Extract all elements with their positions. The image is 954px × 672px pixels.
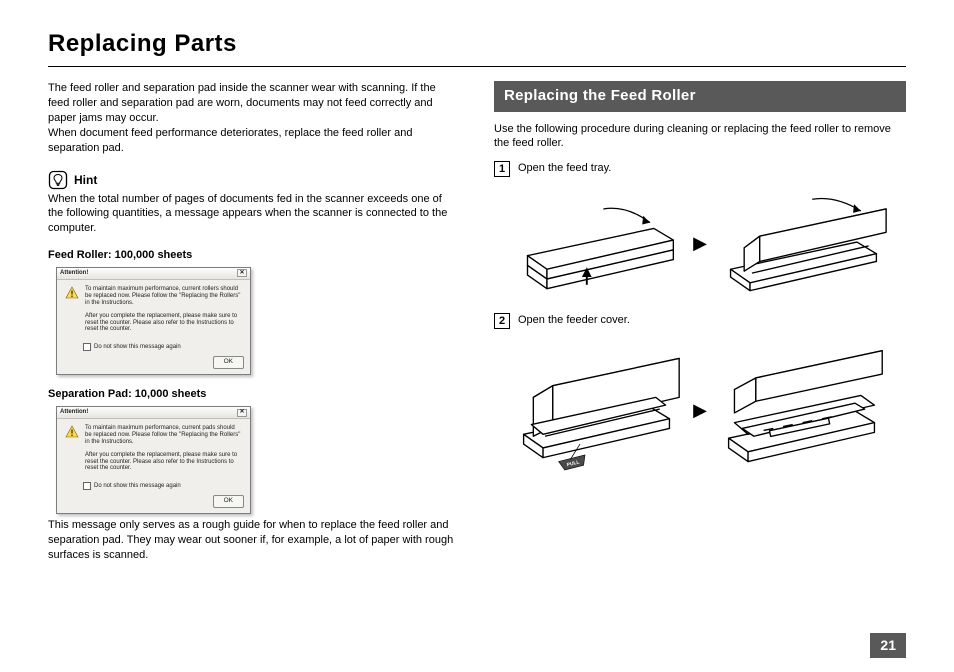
step-2-text: Open the feeder cover. bbox=[518, 313, 630, 329]
dialog-msg-b: After you complete the replacement, plea… bbox=[85, 452, 242, 473]
dialog-checkbox-row: Do not show this message again bbox=[57, 480, 250, 492]
dialog-title-text: Attention! bbox=[60, 269, 88, 277]
warning-icon bbox=[65, 425, 79, 439]
left-column: The feed roller and separation pad insid… bbox=[48, 81, 460, 562]
page-footer: 21 bbox=[870, 633, 906, 658]
close-icon[interactable]: ✕ bbox=[237, 269, 247, 277]
dialog-title-text: Attention! bbox=[60, 408, 88, 416]
ok-button[interactable]: OK bbox=[213, 356, 244, 369]
page-number-badge: 21 bbox=[870, 633, 906, 658]
step-2: 2 Open the feeder cover. bbox=[494, 313, 906, 329]
dialog-msg-a: To maintain maximum performance, current… bbox=[85, 286, 242, 307]
ok-button[interactable]: OK bbox=[213, 495, 244, 508]
step-number-icon: 1 bbox=[494, 161, 510, 177]
right-column: Replacing the Feed Roller Use the follow… bbox=[494, 81, 906, 562]
dialog-msg-a: To maintain maximum performance, current… bbox=[85, 425, 242, 446]
closing-paragraph: This message only serves as a rough guid… bbox=[48, 518, 460, 563]
arrow-icon: ▶ bbox=[693, 398, 707, 422]
intro-block: The feed roller and separation pad insid… bbox=[48, 81, 460, 155]
dialog-message: To maintain maximum performance, current… bbox=[85, 425, 242, 478]
checkbox[interactable] bbox=[83, 343, 91, 351]
hint-label: Hint bbox=[74, 172, 97, 188]
scanner-tray-open-illustration bbox=[715, 183, 890, 303]
section-heading: Replacing the Feed Roller bbox=[494, 81, 906, 111]
dialog-titlebar: Attention! ✕ bbox=[57, 268, 250, 280]
dialog-msg-b: After you complete the replacement, plea… bbox=[85, 313, 242, 334]
figure-step-2: PULL ▶ bbox=[494, 335, 906, 485]
warning-icon bbox=[65, 286, 79, 300]
step-1: 1 Open the feed tray. bbox=[494, 161, 906, 177]
intro-paragraph-2: When document feed performance deteriora… bbox=[48, 126, 460, 156]
subheading-roller: Feed Roller: 100,000 sheets bbox=[48, 248, 460, 263]
scanner-cover-closed-illustration: PULL bbox=[510, 335, 685, 485]
section-intro: Use the following procedure during clean… bbox=[494, 122, 906, 152]
checkbox-label: Do not show this message again bbox=[94, 482, 181, 490]
step-number-icon: 2 bbox=[494, 313, 510, 329]
checkbox-label: Do not show this message again bbox=[94, 343, 181, 351]
scanner-closed-illustration bbox=[510, 183, 685, 303]
dialog-pad: Attention! ✕ To maintain maximum perform… bbox=[56, 406, 251, 514]
dialog-checkbox-row: Do not show this message again bbox=[57, 341, 250, 353]
scanner-cover-open-illustration bbox=[715, 335, 890, 485]
intro-paragraph-1: The feed roller and separation pad insid… bbox=[48, 81, 460, 126]
two-column-layout: The feed roller and separation pad insid… bbox=[48, 81, 906, 562]
arrow-icon: ▶ bbox=[693, 231, 707, 255]
hint-heading: Hint bbox=[48, 170, 460, 190]
close-icon[interactable]: ✕ bbox=[237, 409, 247, 417]
subheading-pad: Separation Pad: 10,000 sheets bbox=[48, 387, 460, 402]
dialog-message: To maintain maximum performance, current… bbox=[85, 286, 242, 339]
page-title: Replacing Parts bbox=[48, 28, 906, 67]
checkbox[interactable] bbox=[83, 482, 91, 490]
dialog-roller: Attention! ✕ To maintain maximum perform… bbox=[56, 267, 251, 375]
hint-icon bbox=[48, 170, 68, 190]
dialog-titlebar: Attention! ✕ bbox=[57, 407, 250, 419]
step-1-text: Open the feed tray. bbox=[518, 161, 611, 177]
hint-text: When the total number of pages of docume… bbox=[48, 192, 460, 237]
figure-step-1: ▶ bbox=[494, 183, 906, 303]
